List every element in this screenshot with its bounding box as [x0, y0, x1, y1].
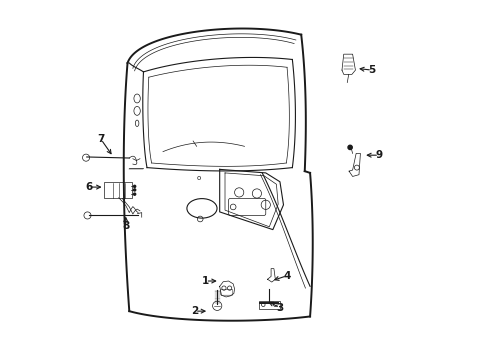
Text: 8: 8 [122, 221, 129, 231]
Circle shape [347, 145, 351, 149]
Text: 2: 2 [191, 306, 198, 316]
Text: 5: 5 [368, 65, 375, 75]
Text: 9: 9 [375, 150, 382, 160]
Text: 3: 3 [276, 303, 283, 312]
Text: o: o [196, 175, 200, 181]
Circle shape [133, 192, 136, 196]
Text: 1: 1 [202, 276, 209, 286]
Circle shape [133, 185, 136, 188]
Text: 4: 4 [283, 271, 290, 281]
Text: 6: 6 [85, 182, 92, 192]
Circle shape [133, 188, 136, 192]
Text: 7: 7 [97, 134, 104, 144]
